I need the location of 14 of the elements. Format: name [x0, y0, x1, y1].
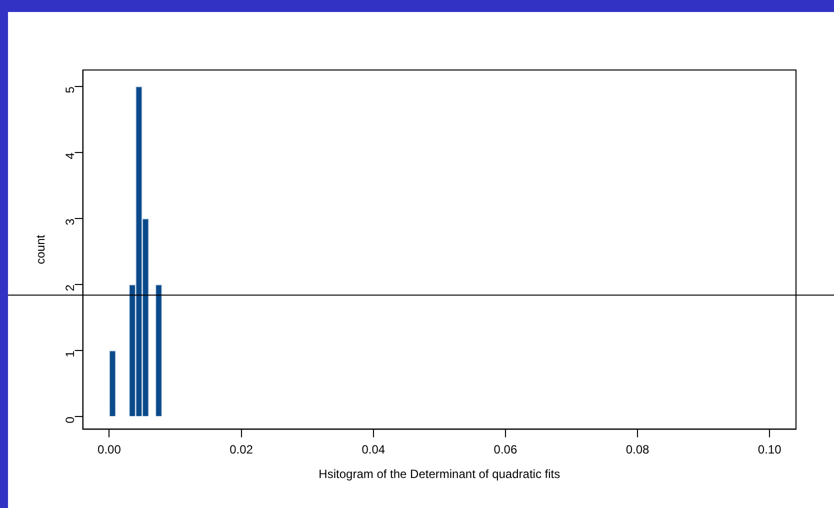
- y-tick-label: 1: [63, 350, 78, 358]
- x-axis-title: Hsitogram of the Determinant of quadratic fits: [318, 467, 560, 482]
- x-tick-label: 0.06: [494, 442, 518, 457]
- y-tick-label: 5: [63, 86, 78, 94]
- x-tick-label: 0.08: [626, 442, 650, 457]
- y-tick-label: 4: [63, 152, 78, 160]
- y-axis-title: count: [34, 234, 48, 264]
- y-tick-label: 0: [63, 416, 78, 424]
- y-tick-label: 3: [63, 218, 78, 226]
- x-tick-label: 0.04: [362, 442, 386, 457]
- y-tick-label: 2: [63, 284, 78, 292]
- x-tick-label: 0.10: [758, 442, 782, 457]
- x-tick-label: 0.02: [230, 442, 254, 457]
- x-tick-label: 0.00: [98, 442, 122, 457]
